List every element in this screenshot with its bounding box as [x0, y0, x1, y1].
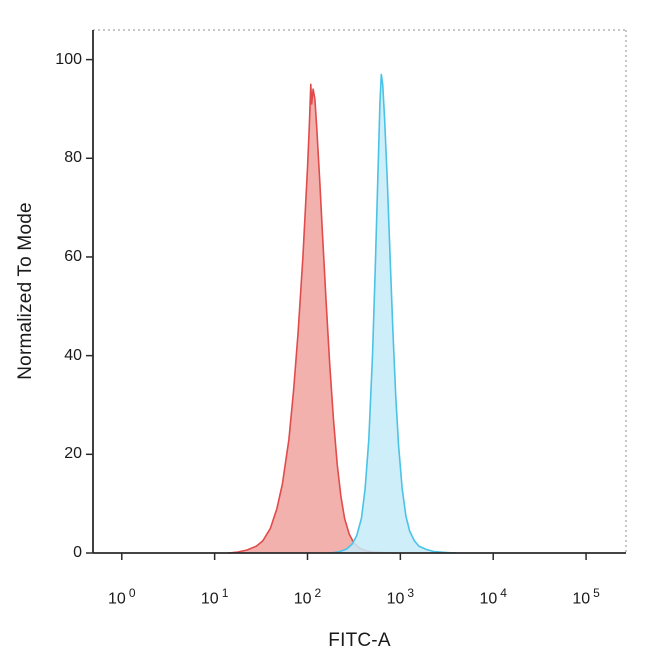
- x-tick-label: 10 0: [108, 586, 136, 608]
- y-tick-label: 80: [64, 149, 82, 167]
- red-population-area: [228, 84, 396, 554]
- red-population-curve: [227, 83, 397, 554]
- x-axis-title: FITC-A: [328, 630, 391, 651]
- x-tick-label: 10 3: [386, 586, 415, 608]
- x-tick-label: 10 2: [293, 586, 322, 608]
- x-tick-label: 10 1: [200, 586, 229, 608]
- cyan-population-curve: [329, 73, 457, 554]
- y-tick-label: 60: [64, 247, 82, 265]
- cyan-population-area: [330, 74, 457, 554]
- y-tick-label: 20: [64, 445, 82, 463]
- y-tick-label: 100: [55, 50, 82, 68]
- y-tick-label: 0: [73, 544, 82, 561]
- y-tick-label: 40: [64, 346, 82, 364]
- x-tick-label: 10 5: [572, 586, 600, 608]
- x-tick-label: 10 4: [479, 586, 507, 608]
